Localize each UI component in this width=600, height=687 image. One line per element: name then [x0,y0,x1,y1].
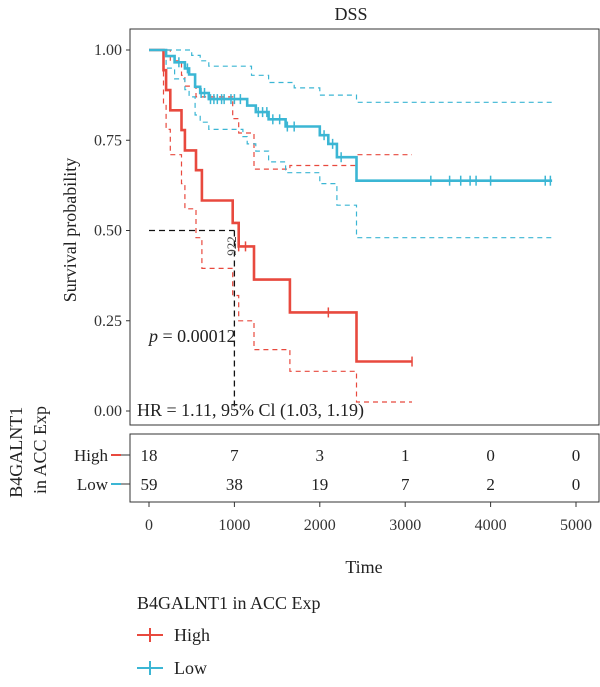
legend-title: B4GALNT1 in ACC Exp [137,593,321,613]
risk-table-ylabel: B4GALNT1 in ACC Exp [6,402,50,498]
risk-row-label: High [74,446,109,465]
x-tick-label: 4000 [475,517,507,534]
risk-cell: 18 [141,446,158,465]
risk-cell: 0 [572,475,581,494]
y-tick-label: 0.75 [94,132,122,149]
risk-row-label: Low [77,475,109,494]
risk-cell: 0 [572,446,581,465]
x-axis-label: Time [345,557,382,577]
x-tick-label: 3000 [389,517,421,534]
curve-layer [149,48,553,363]
x-tick-label: 5000 [560,517,592,534]
y-axis: 0.00 0.25 0.50 0.75 1.00 [94,42,130,420]
y-tick-label: 1.00 [94,42,122,59]
x-tick-label: 1000 [218,517,250,534]
x-tick-label: 2000 [304,517,336,534]
plot-panel [129,28,600,426]
legend-entries: High Low [137,625,210,678]
survival-curve-low [149,48,553,182]
risk-table-ylabel-line1: B4GALNT1 [6,407,26,498]
risk-cell: 38 [226,475,243,494]
ci-lower-low [149,49,553,239]
survival-curve-high [149,48,412,363]
ci-lower-high [149,49,412,403]
p-value-annotation: p = 0.00012 [147,326,236,346]
risk-cell: 1 [401,446,410,465]
chart-title: DSS [334,4,367,24]
ci-upper-low [149,49,553,103]
risk-cell: 3 [316,446,325,465]
y-tick-label: 0.00 [94,403,122,420]
y-tick-label: 0.25 [94,313,122,330]
y-tick-label: 0.50 [94,223,122,240]
legend: B4GALNT1 in ACC Exp High Low [137,593,321,678]
risk-table-border [129,433,600,503]
plot-border [129,28,600,426]
censor-layer [178,57,552,367]
median-layer [149,229,236,411]
x-axis: 0 1000 2000 3000 4000 5000 [130,501,599,534]
median-label: 922 [224,236,239,256]
legend-label-high: High [174,625,210,645]
risk-cell: 0 [486,446,495,465]
p-symbol: p [147,326,158,346]
ci-layer [149,49,553,403]
y-axis-label: Survival probability [60,158,80,302]
p-value-text: = 0.00012 [158,326,236,346]
risk-table-rows: High 18 7 3 1 0 0 Low 59 38 19 7 2 0 [74,446,580,494]
risk-cell: 59 [141,475,158,494]
hr-annotation: HR = 1.11, 95% Cl (1.03, 1.19) [137,400,364,421]
x-tick-label: 0 [145,517,153,534]
risk-cell: 7 [230,446,239,465]
risk-cell: 7 [401,475,410,494]
risk-cell: 19 [311,475,328,494]
risk-table-ylabel-line2: in ACC Exp [30,406,50,494]
risk-table: B4GALNT1 in ACC Exp High 18 7 3 1 0 0 Low 59 38 19… [6,402,600,503]
risk-cell: 2 [486,475,495,494]
legend-label-low: Low [174,658,207,678]
